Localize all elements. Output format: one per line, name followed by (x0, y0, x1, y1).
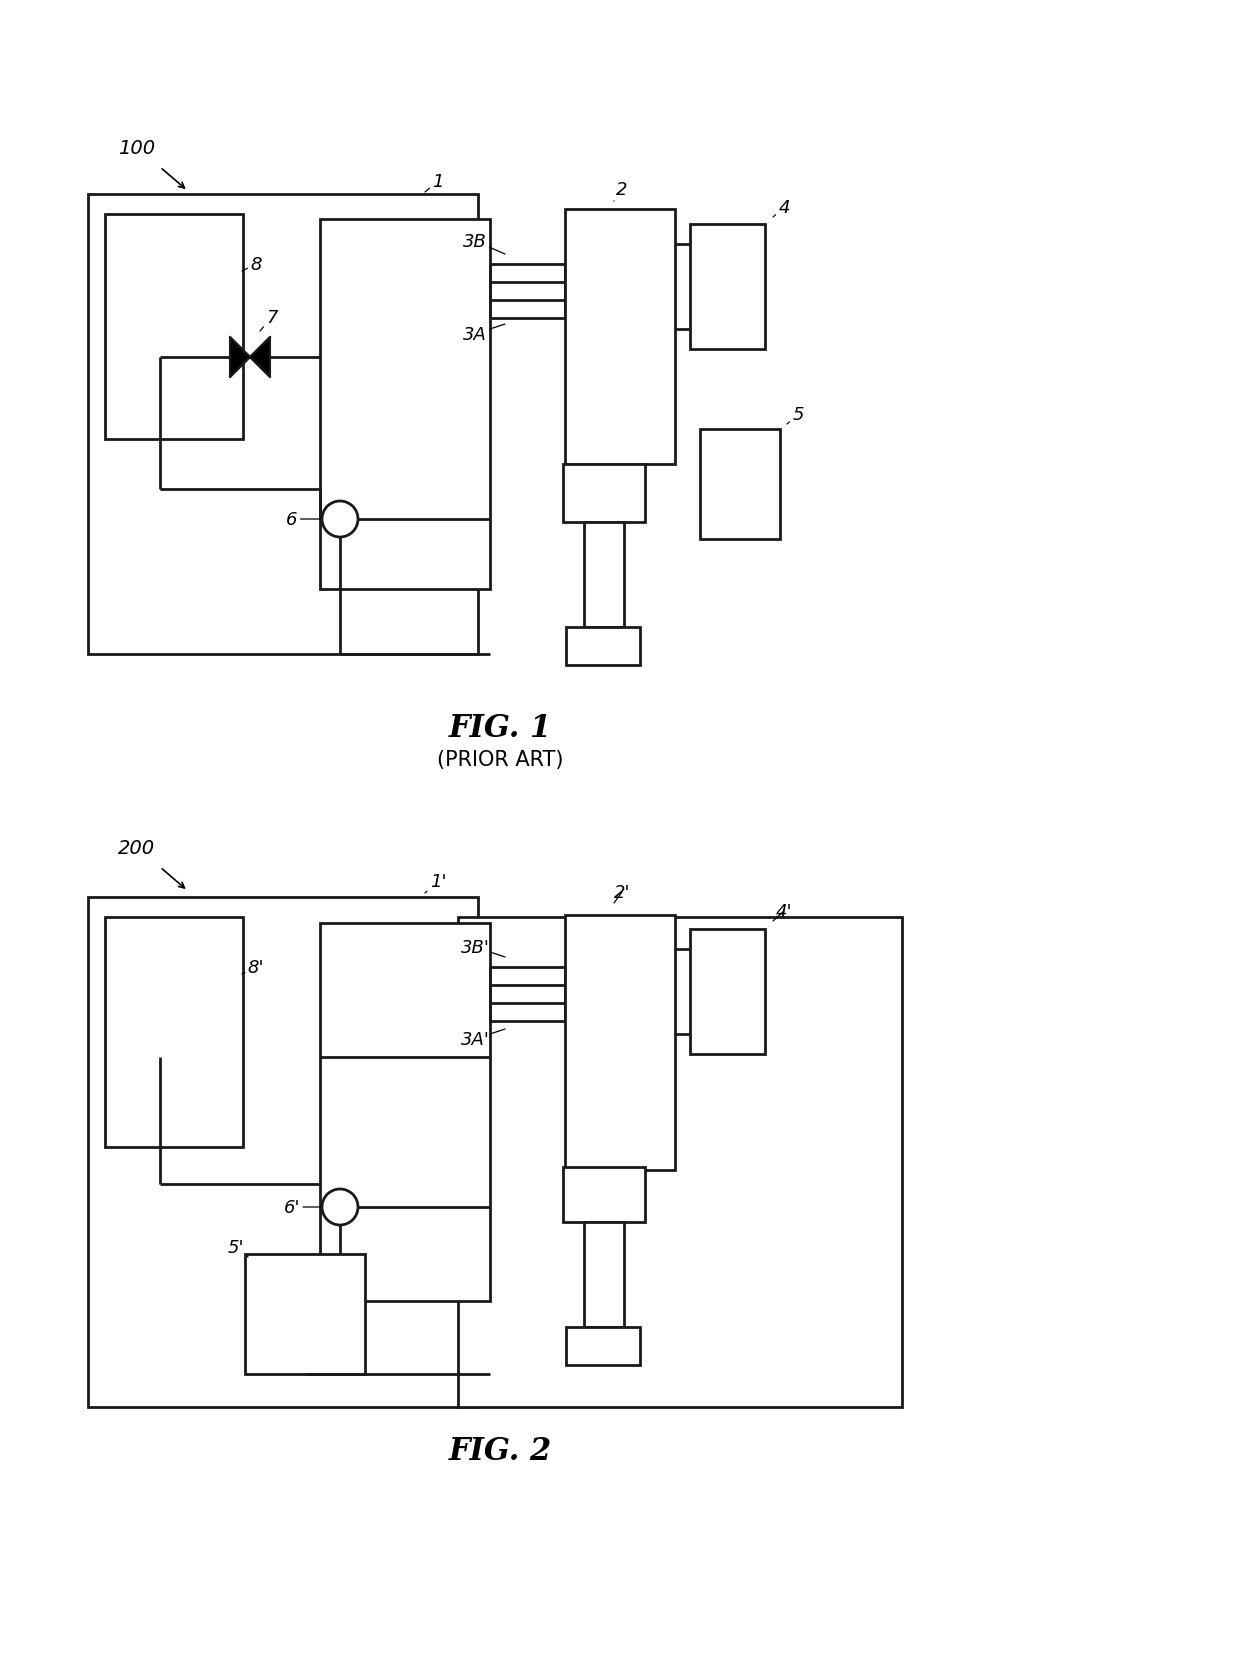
Bar (565, 627, 640, 666)
Bar (584, 522, 624, 627)
Polygon shape (250, 338, 270, 378)
Bar (563, 1168, 645, 1223)
Text: 5: 5 (787, 407, 804, 425)
Bar (584, 1223, 624, 1327)
Text: 1: 1 (425, 172, 444, 192)
Text: 4': 4' (773, 902, 792, 922)
Bar (565, 915, 675, 1171)
Text: 1': 1' (425, 873, 446, 893)
Bar (88, 194, 477, 654)
Bar (689, 224, 765, 350)
Text: 2: 2 (614, 181, 627, 202)
Text: 3B': 3B' (460, 939, 505, 957)
Text: 4: 4 (773, 199, 790, 217)
Bar (563, 465, 645, 522)
Bar (320, 923, 490, 1302)
Bar (689, 930, 765, 1054)
Text: 8: 8 (242, 256, 262, 274)
Text: 6: 6 (286, 510, 320, 529)
Text: 8': 8' (242, 959, 264, 977)
Bar (565, 209, 675, 465)
Text: 100: 100 (118, 139, 155, 157)
Polygon shape (229, 338, 250, 378)
Bar (88, 897, 477, 1407)
Bar (246, 1255, 365, 1374)
Text: 3A: 3A (463, 325, 505, 343)
Text: 2': 2' (614, 883, 630, 903)
Bar (701, 430, 780, 540)
Bar (105, 917, 243, 1148)
Text: 3A': 3A' (460, 1029, 505, 1049)
Bar (320, 219, 490, 589)
Circle shape (322, 502, 358, 537)
Circle shape (322, 1190, 358, 1225)
Bar (565, 1327, 640, 1365)
Text: 3B: 3B (463, 233, 505, 254)
Text: 6': 6' (284, 1198, 320, 1216)
Bar (458, 917, 901, 1407)
Text: 7: 7 (260, 310, 278, 331)
Bar (105, 214, 243, 440)
Text: FIG. 1: FIG. 1 (449, 713, 552, 743)
Text: (PRIOR ART): (PRIOR ART) (436, 750, 563, 770)
Text: 5': 5' (228, 1238, 248, 1256)
Text: 200: 200 (118, 838, 155, 857)
Text: FIG. 2: FIG. 2 (449, 1435, 552, 1467)
